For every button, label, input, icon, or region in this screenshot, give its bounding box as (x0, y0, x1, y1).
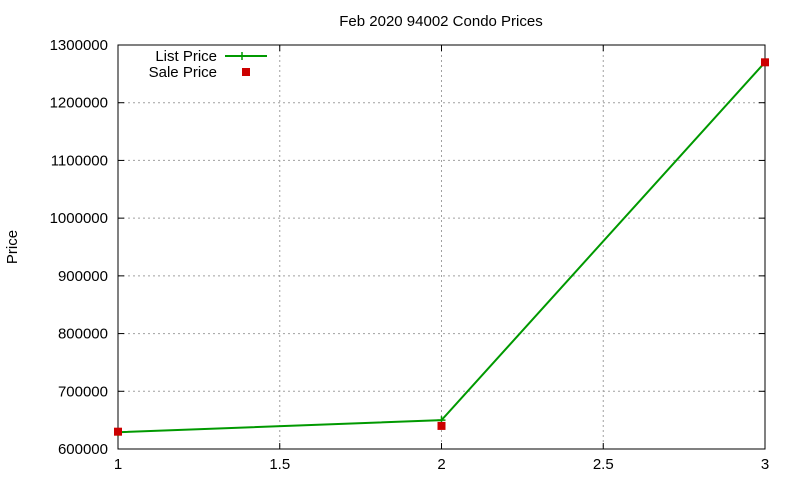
square-marker-icon (242, 68, 250, 76)
y-tick-label: 800000 (58, 326, 108, 343)
y-tick-label: 1200000 (50, 95, 108, 112)
grid-lines (118, 45, 765, 449)
x-tick-label: 2 (437, 456, 445, 473)
y-tick-label: 700000 (58, 383, 108, 400)
y-tick-label: 900000 (58, 268, 108, 285)
tick-labels: 6000007000008000009000001000000110000012… (50, 37, 770, 473)
x-tick-label: 2.5 (593, 456, 614, 473)
square-marker-icon (437, 421, 446, 430)
legend-label: Sale Price (149, 64, 217, 81)
legend-label: List Price (155, 48, 217, 65)
x-tick-label: 1 (114, 456, 122, 473)
y-tick-label: 600000 (58, 441, 108, 458)
axes (117, 44, 766, 450)
chart-title: Feb 2020 94002 Condo Prices (339, 13, 542, 30)
plot-border (117, 44, 766, 450)
y-tick-label: 1000000 (50, 210, 108, 227)
y-tick-label: 1100000 (51, 152, 108, 169)
square-marker-icon (114, 427, 122, 436)
x-tick-label: 1.5 (269, 456, 290, 473)
y-axis-label: Price (4, 230, 21, 264)
square-marker-icon (761, 58, 769, 67)
data-series (114, 58, 769, 437)
y-tick-label: 1300000 (50, 37, 108, 54)
x-tick-label: 3 (761, 456, 769, 473)
